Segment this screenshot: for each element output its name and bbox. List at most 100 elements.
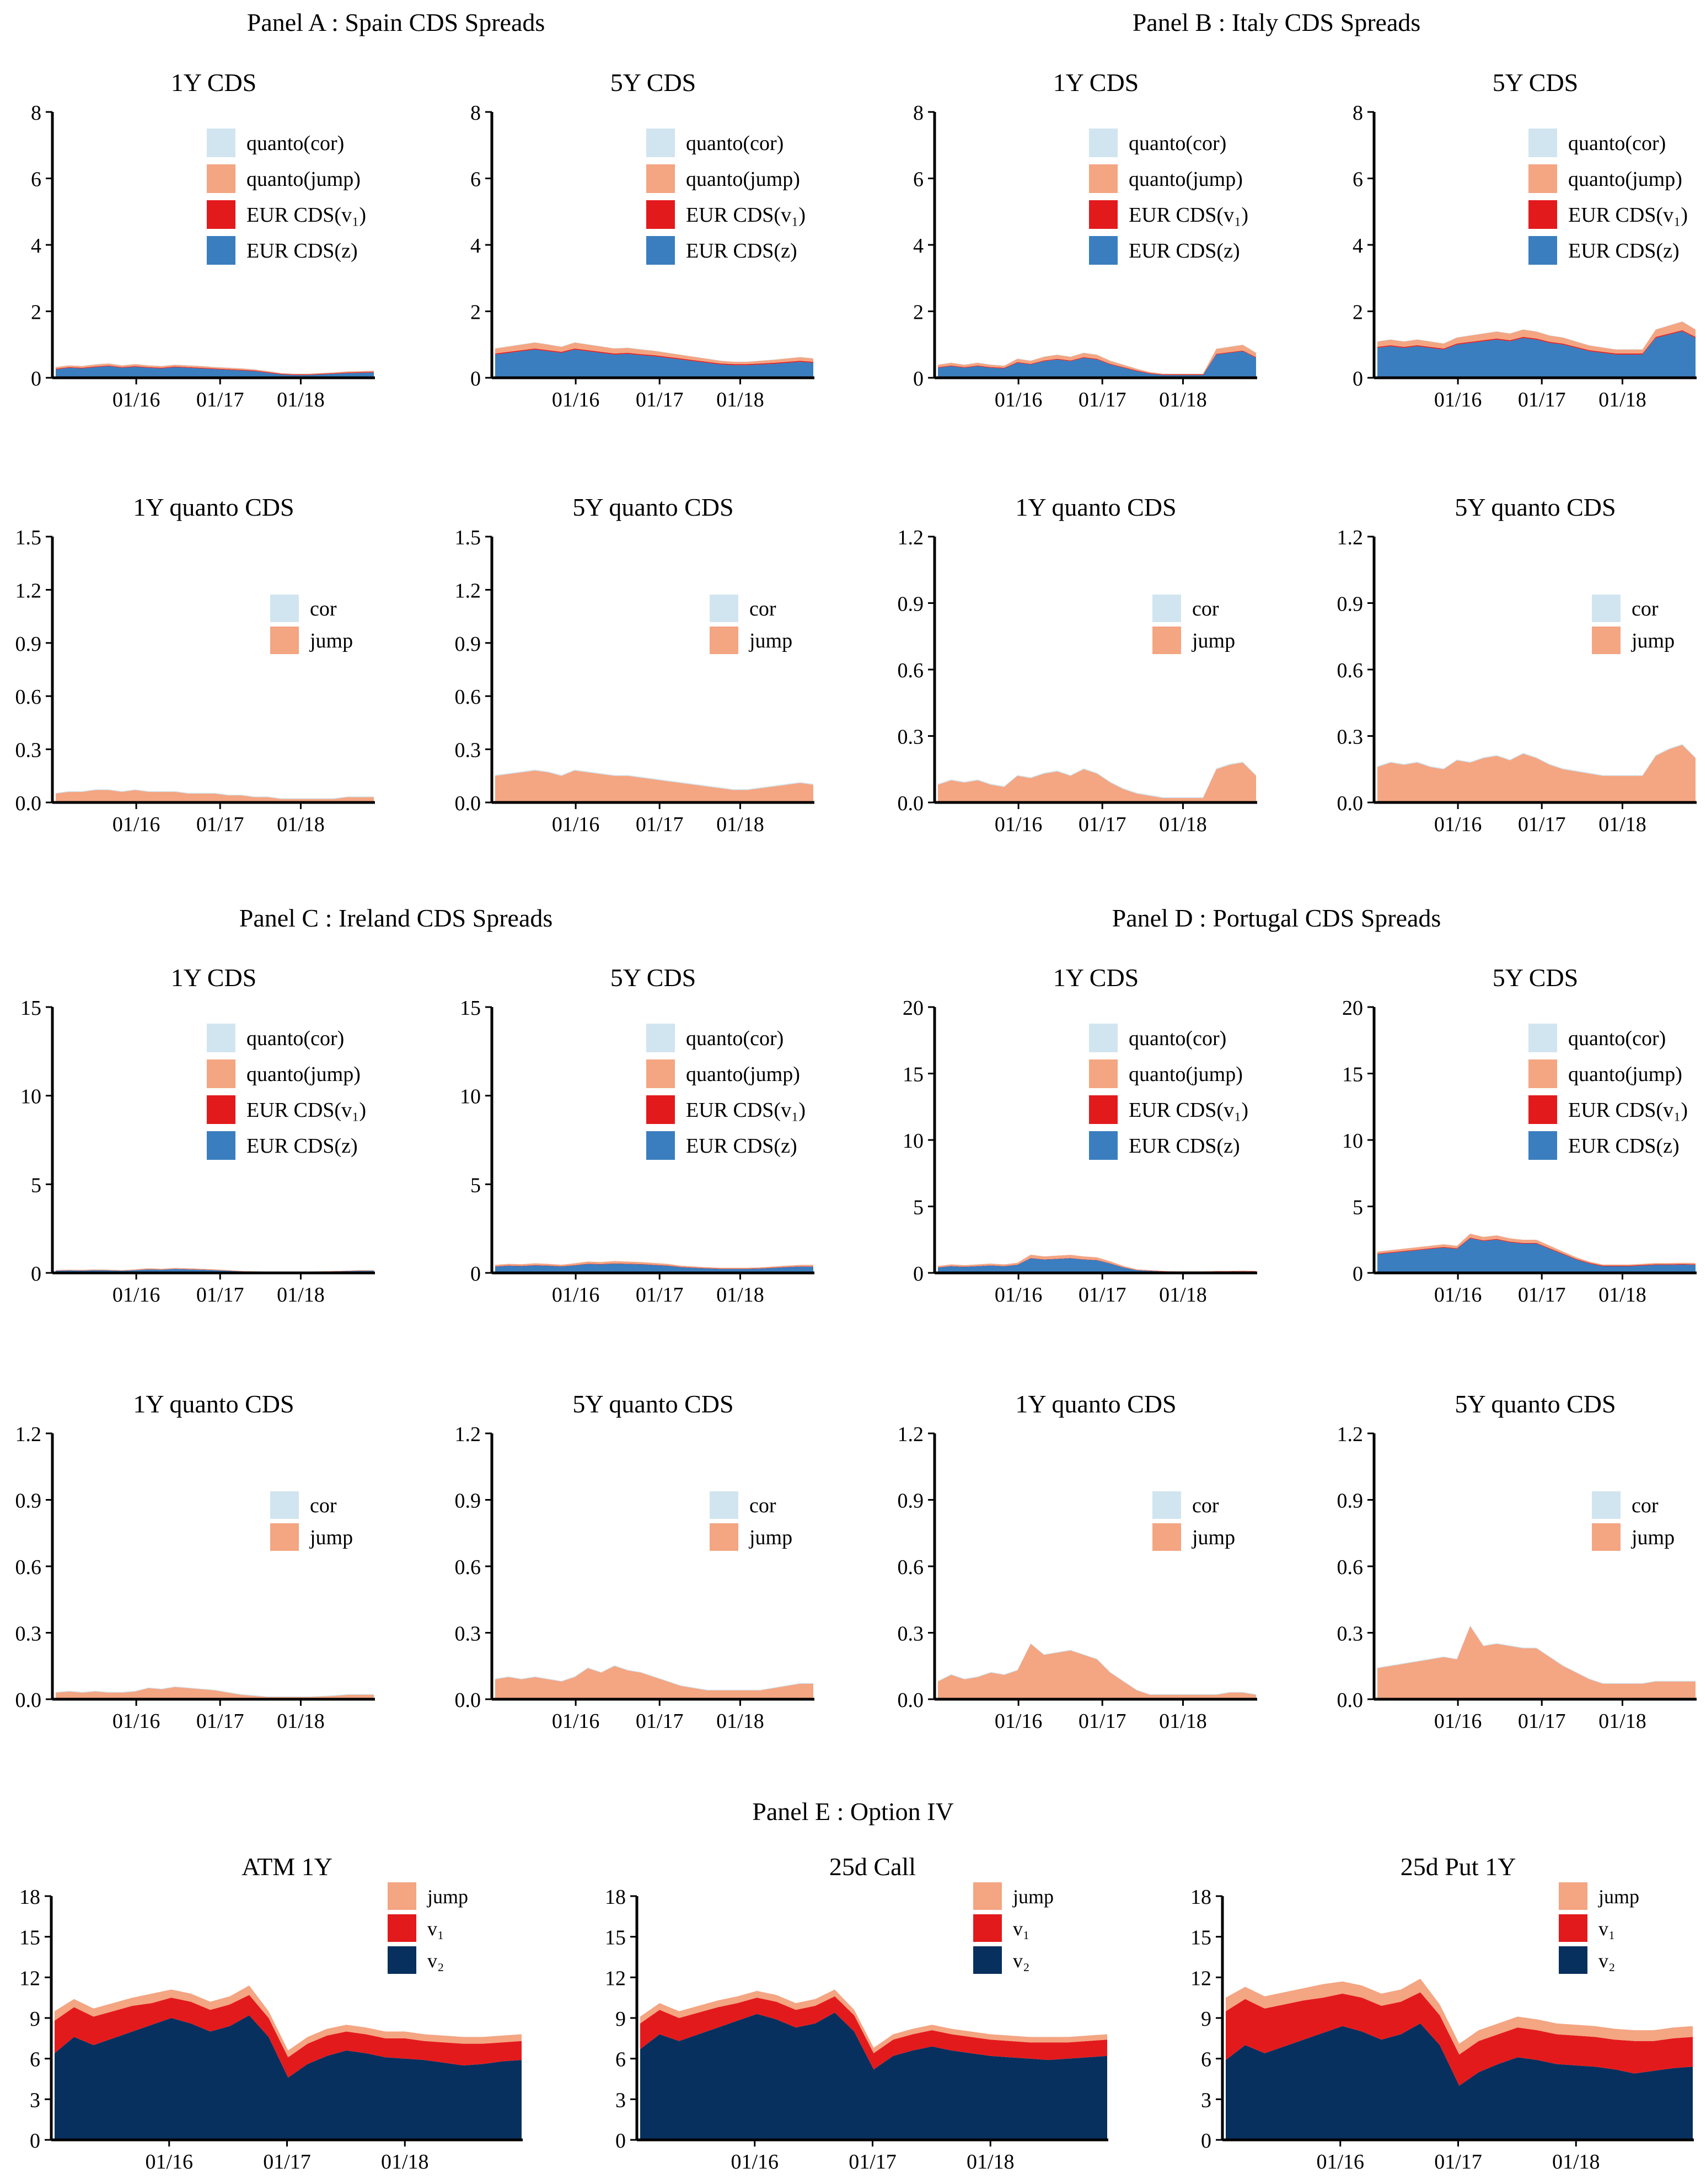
x-tick-label: 01/16 — [145, 2150, 193, 2174]
legend-swatch-jump — [1152, 627, 1181, 654]
legend-label-cor: quanto(cor) — [1568, 132, 1666, 155]
y-tick-label: 0.9 — [898, 593, 924, 616]
y-tick-label: 0 — [1201, 2129, 1211, 2153]
y-tick-label: 0.3 — [1337, 726, 1364, 749]
legend: cor jump — [1592, 595, 1675, 654]
legend-swatch-v1 — [1528, 1095, 1557, 1124]
area-jump — [938, 762, 1256, 802]
x-tick-label: 01/16 — [112, 1710, 160, 1733]
x-tick-label: 01/17 — [196, 1710, 244, 1733]
x-tick-label: 01/17 — [1079, 813, 1126, 836]
legend-swatch-cor — [270, 595, 299, 622]
area-eur-cds-z — [495, 1264, 813, 1273]
legend-swatch-v1 — [973, 1914, 1002, 1942]
x-tick-label: 01/16 — [552, 388, 600, 411]
chart-title: 1Y CDS — [171, 963, 257, 992]
area-eur-cds-v1 — [938, 350, 1256, 376]
legend-swatch-jump — [270, 627, 299, 654]
y-tick-label: 0.9 — [1337, 1490, 1364, 1513]
x-tick-label: 01/17 — [636, 388, 684, 411]
legend: cor jump — [1152, 1491, 1235, 1551]
legend: quanto(cor) quanto(jump) EUR CDS(v₁) EUR CD… — [207, 129, 366, 265]
y-tick-label: 20 — [1342, 997, 1363, 1020]
legend-label-v1: EUR CDS(v₁) — [1568, 204, 1688, 227]
y-tick-label: 0.9 — [898, 1490, 924, 1513]
x-tick-label: 01/18 — [1598, 813, 1646, 836]
legend-swatch-jump — [973, 1882, 1002, 1910]
legend-label-z: EUR CDS(z) — [1129, 1134, 1240, 1158]
area-eur-cds-v1 — [495, 348, 813, 366]
area-jump — [640, 1989, 1107, 2053]
legend-label-z: EUR CDS(z) — [686, 1134, 797, 1158]
y-tick-label: 6 — [1353, 168, 1363, 191]
x-tick-label: 01/17 — [196, 1283, 244, 1307]
y-tick-label: 8 — [31, 101, 41, 125]
chart-b4: 5Y quanto CDS 0.0 0.3 0.6 0.9 1.2 01/16 01/17 01… — [1337, 493, 1697, 836]
area-v2 — [1226, 2023, 1693, 2140]
y-tick-label: 1.2 — [15, 1423, 42, 1446]
y-tick-label: 0.9 — [1337, 593, 1364, 616]
legend-swatch-z — [1528, 236, 1557, 265]
y-tick-label: 5 — [31, 1174, 41, 1197]
y-tick-label: 0.0 — [455, 792, 481, 815]
legend-swatch-jump — [646, 164, 675, 193]
y-tick-label: 0 — [615, 2129, 626, 2153]
legend-label-jump: jump — [1597, 1886, 1639, 1908]
legend: jump v₁ v₂ — [1559, 1882, 1639, 1974]
legend-swatch-z — [646, 236, 675, 265]
y-tick-label: 6 — [30, 2048, 40, 2071]
y-tick-label: 0.6 — [15, 1556, 42, 1579]
area-eur-cds-z — [495, 349, 813, 378]
x-tick-label: 01/18 — [381, 2150, 429, 2174]
y-tick-label: 9 — [1201, 2008, 1211, 2031]
legend-label-z: EUR CDS(z) — [1568, 239, 1680, 263]
legend-label-cor: cor — [1192, 1494, 1219, 1517]
legend-label-cor: cor — [310, 1494, 337, 1517]
x-tick-label: 01/16 — [552, 813, 600, 836]
panel-title-d: Panel D : Portugal CDS Spreads — [1112, 904, 1441, 932]
area-quanto-jump — [56, 1268, 374, 1272]
legend-swatch-jump — [1528, 1059, 1557, 1088]
legend-swatch-v1 — [646, 200, 675, 229]
area-quanto-jump — [495, 342, 813, 365]
x-tick-label: 01/18 — [1159, 1283, 1207, 1307]
y-tick-label: 9 — [615, 2008, 626, 2031]
panel-title-b: Panel B : Italy CDS Spreads — [1133, 8, 1421, 36]
y-tick-label: 2 — [1353, 301, 1363, 324]
chart-title: 5Y CDS — [610, 963, 696, 992]
legend: jump v₁ v₂ — [973, 1882, 1054, 1974]
chart-e2: 25d Call 0 3 6 9 12 15 18 01/16 01/17 01/18 jump v₁ v… — [605, 1853, 1108, 2174]
legend-swatch-cor — [1152, 595, 1181, 622]
x-tick-label: 01/16 — [112, 1283, 160, 1307]
legend: quanto(cor) quanto(jump) EUR CDS(v₁) EUR CD… — [646, 1024, 806, 1160]
legend-swatch-v1 — [388, 1914, 416, 1942]
legend-label-jump: jump — [748, 629, 792, 652]
legend-swatch-cor — [207, 129, 235, 157]
chart-title: 1Y quanto CDS — [133, 493, 294, 521]
y-tick-label: 0 — [1353, 367, 1363, 390]
legend-swatch-jump — [388, 1882, 416, 1910]
y-tick-label: 0 — [1353, 1262, 1363, 1286]
legend: quanto(cor) quanto(jump) EUR CDS(v₁) EUR CD… — [646, 129, 806, 265]
legend-label-jump: quanto(jump) — [686, 1063, 800, 1086]
legend-label-v1: v₁ — [427, 1918, 444, 1940]
x-tick-label: 01/16 — [995, 813, 1043, 836]
x-tick-label: 01/17 — [1079, 388, 1126, 411]
legend-label-jump: quanto(jump) — [1129, 1063, 1243, 1086]
y-tick-label: 0.3 — [455, 739, 481, 762]
chart-title: 25d Call — [829, 1853, 916, 1881]
x-tick-label: 01/18 — [1598, 388, 1646, 411]
y-tick-label: 4 — [1353, 234, 1363, 258]
legend-swatch-jump — [1592, 627, 1621, 654]
legend-swatch-jump — [1528, 164, 1557, 193]
legend-swatch-cor — [207, 1024, 235, 1052]
area-quanto-jump — [1377, 1233, 1696, 1266]
chart-a3: 1Y quanto CDS 0.0 0.3 0.6 0.9 1.2 1.5 01/16 01/1… — [15, 493, 375, 836]
legend-swatch-v1 — [1528, 200, 1557, 229]
legend-label-v1: EUR CDS(v₁) — [1129, 204, 1248, 227]
y-tick-label: 15 — [605, 1926, 626, 1950]
y-tick-label: 0.9 — [15, 633, 42, 656]
x-tick-label: 01/18 — [716, 813, 764, 836]
y-tick-label: 15 — [1342, 1063, 1363, 1086]
